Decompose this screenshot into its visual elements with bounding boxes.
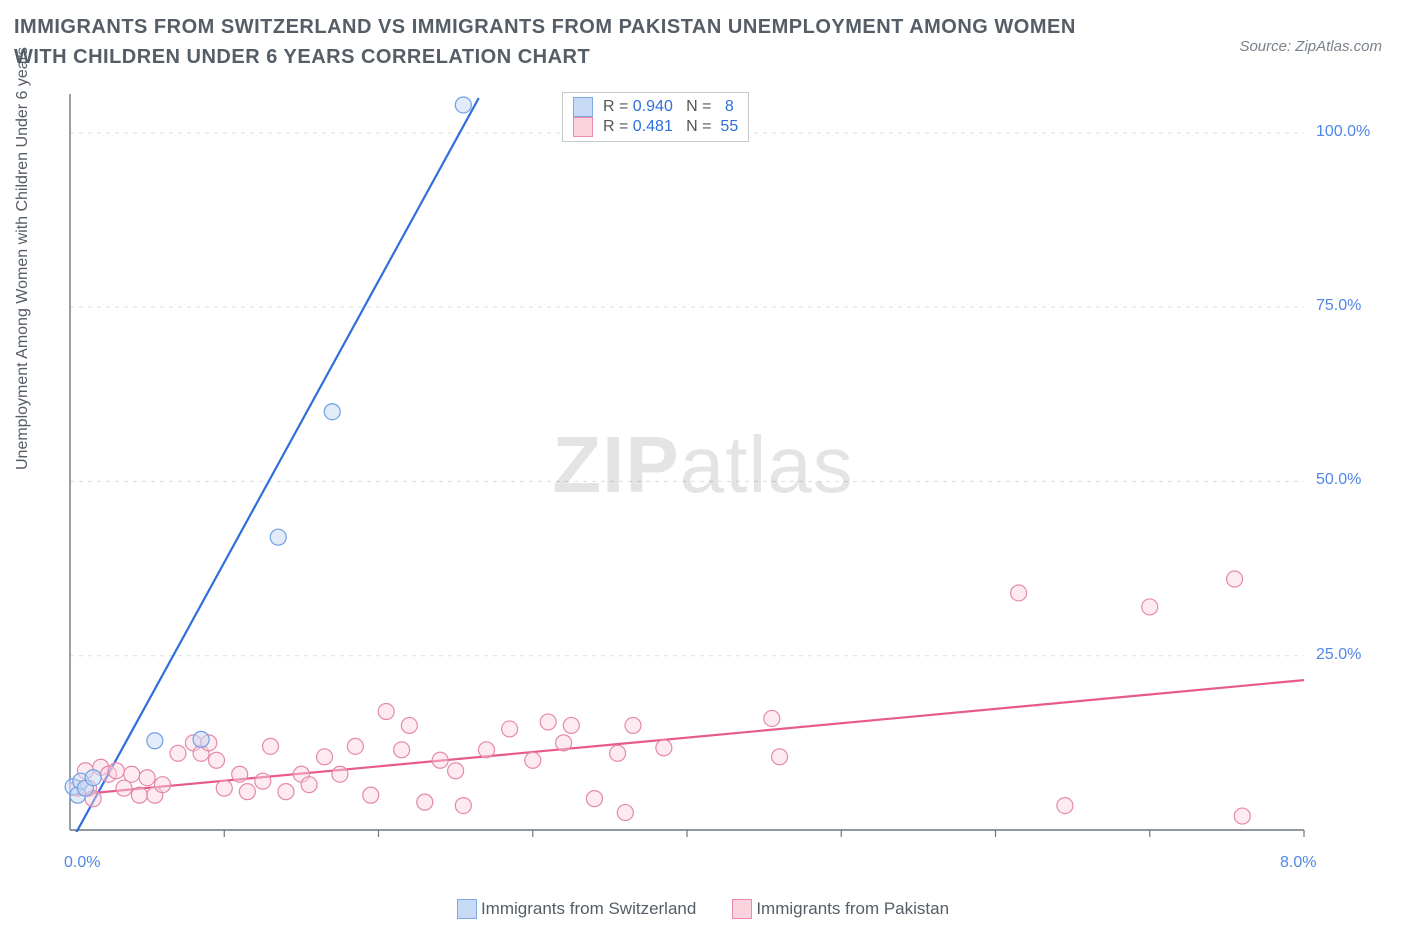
legend-stat-row: R = 0.481 N = 55	[573, 117, 738, 137]
y-tick-label: 75.0%	[1316, 297, 1361, 315]
x-tick-max: 8.0%	[1280, 854, 1316, 872]
legend-stat-row: R = 0.940 N = 8	[573, 97, 738, 117]
legend-series-label: Immigrants from Pakistan	[756, 899, 949, 919]
source-attribution: Source: ZipAtlas.com	[1239, 38, 1382, 55]
legend-swatch	[457, 899, 477, 919]
legend-correlation-box: R = 0.940 N = 8 R = 0.481 N = 55	[562, 92, 749, 142]
legend-bottom: Immigrants from Switzerland Immigrants fr…	[0, 899, 1406, 924]
legend-series-item: Immigrants from Pakistan	[732, 899, 949, 919]
legend-stat-text: R = 0.940 N = 8	[603, 98, 734, 116]
y-axis-label: Unemployment Among Women with Children U…	[14, 47, 32, 470]
correlation-chart: { "title": "IMMIGRANTS FROM SWITZERLAND …	[0, 0, 1406, 930]
y-tick-label: 100.0%	[1316, 123, 1370, 141]
legend-swatch	[573, 117, 593, 137]
legend-stat-text: R = 0.481 N = 55	[603, 118, 738, 136]
x-tick-min: 0.0%	[64, 854, 100, 872]
legend-series-item: Immigrants from Switzerland	[457, 899, 696, 919]
legend-swatch	[573, 97, 593, 117]
y-tick-label: 25.0%	[1316, 646, 1361, 664]
y-tick-label: 50.0%	[1316, 471, 1361, 489]
plot-area	[60, 90, 1370, 870]
legend-series-label: Immigrants from Switzerland	[481, 899, 696, 919]
legend-swatch	[732, 899, 752, 919]
chart-title: IMMIGRANTS FROM SWITZERLAND VS IMMIGRANT…	[14, 12, 1094, 72]
